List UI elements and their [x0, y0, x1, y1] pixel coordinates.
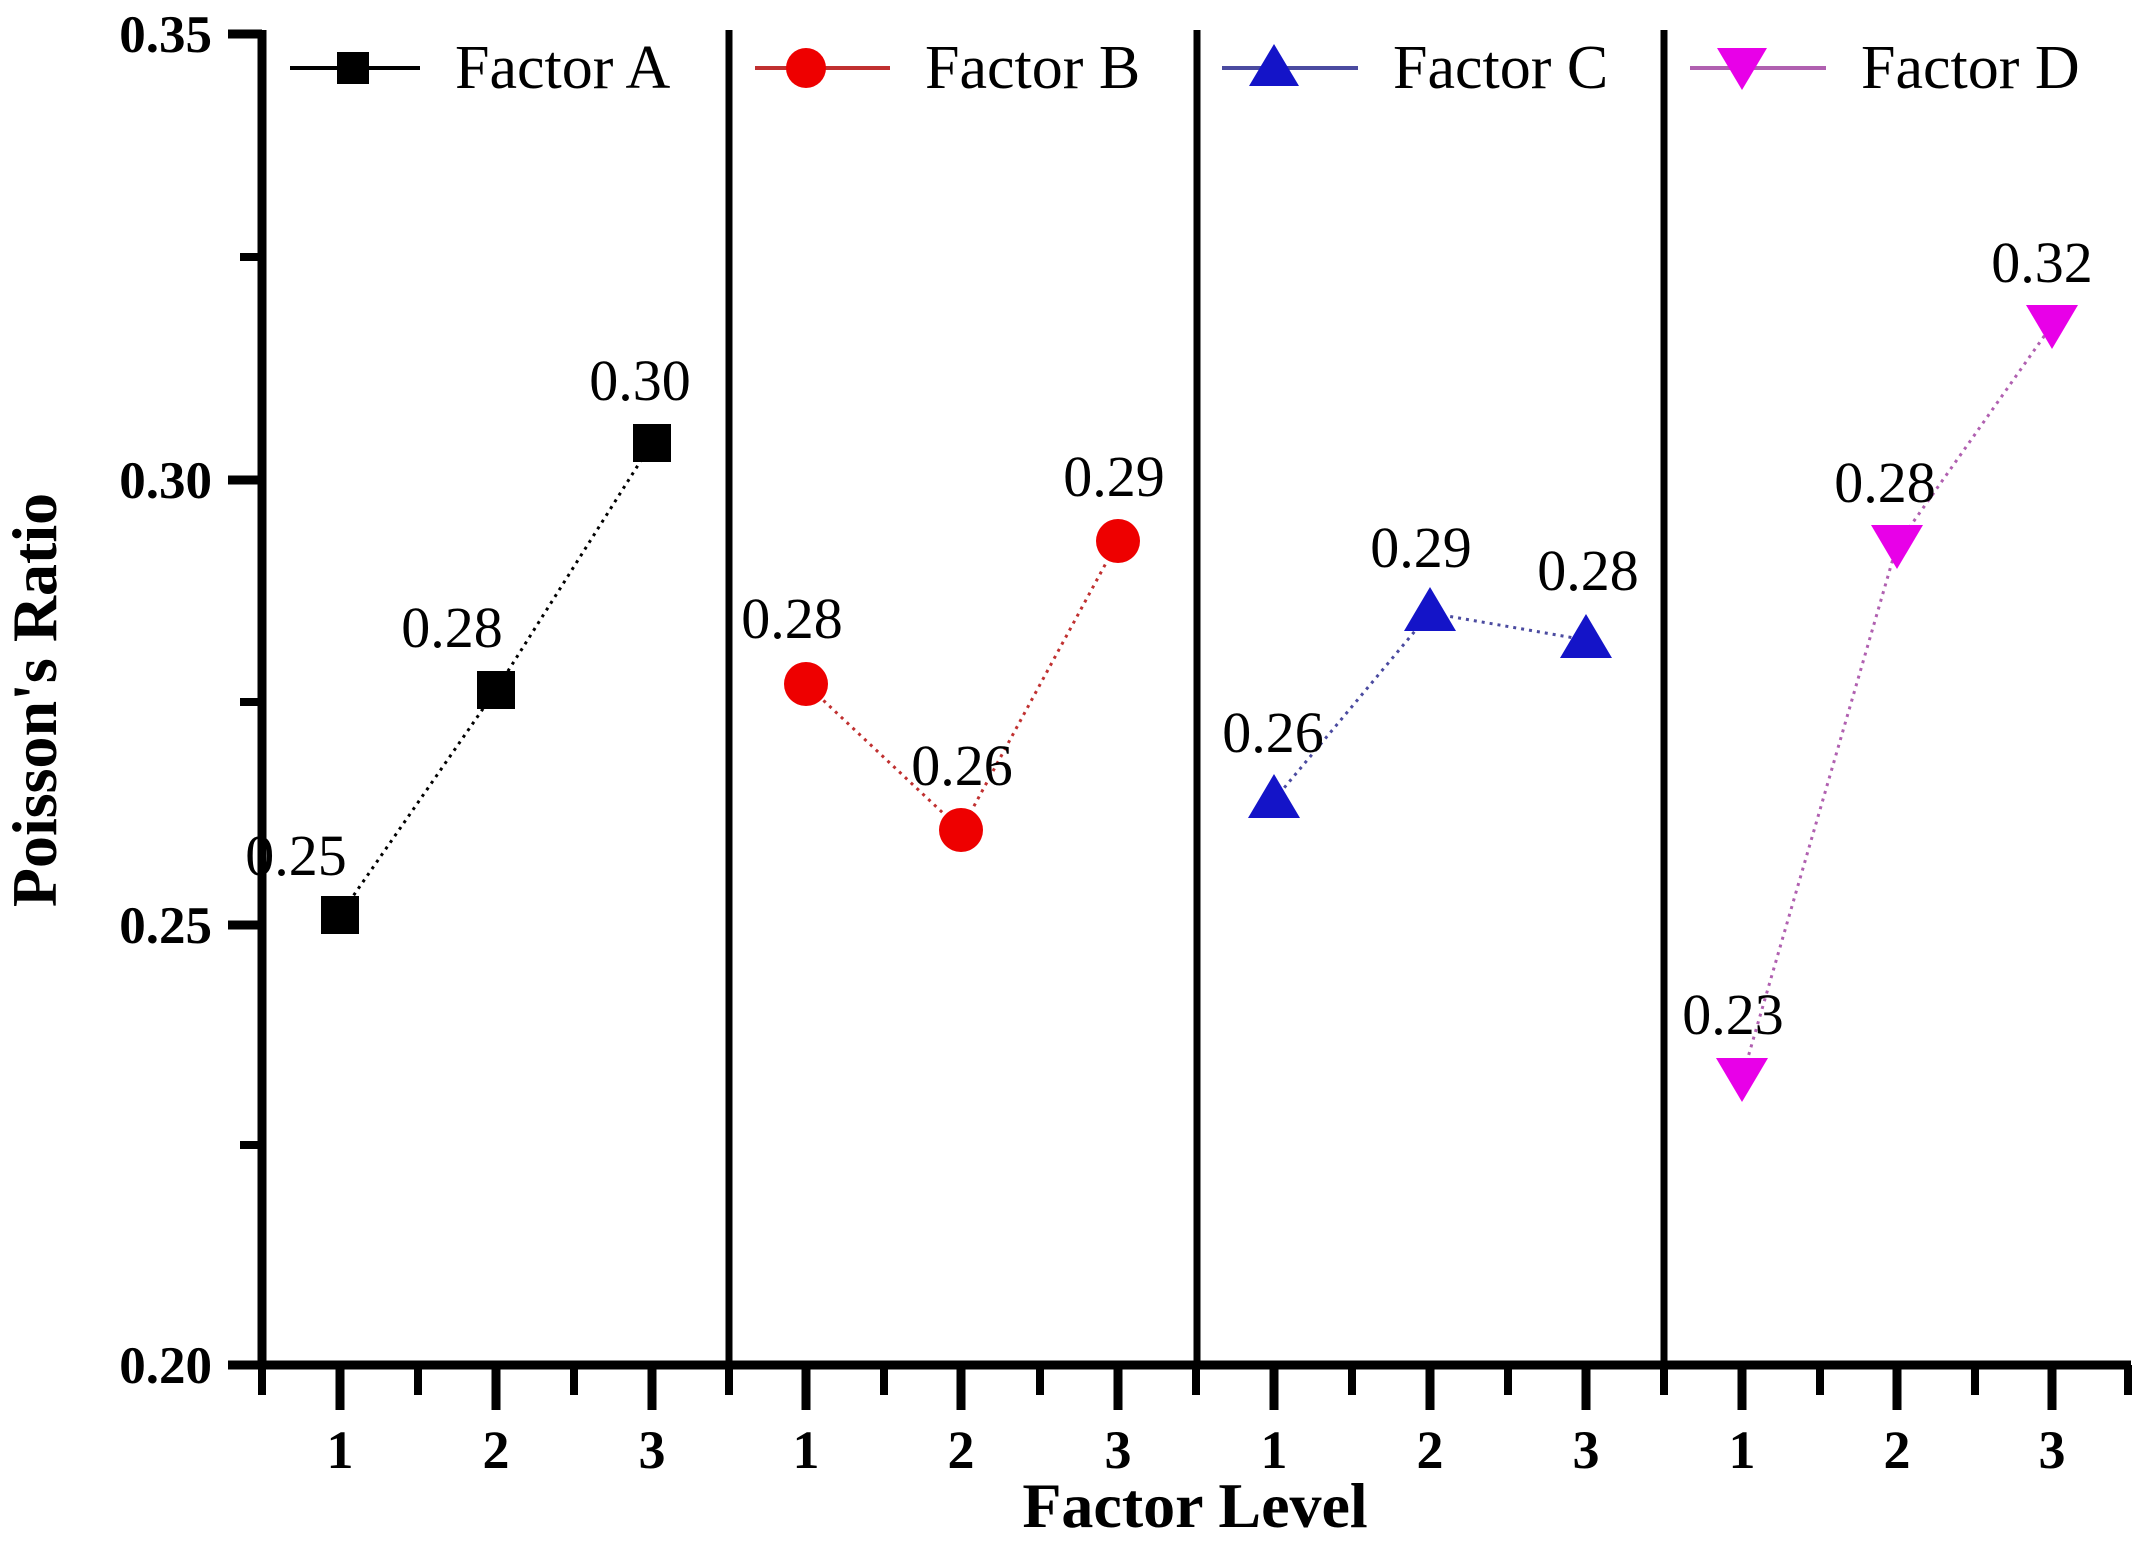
data-point-c2[interactable]: [1404, 587, 1456, 631]
x-tick-label: 3: [1573, 1420, 1600, 1480]
data-label-a2: 0.28: [401, 595, 503, 660]
data-point-b2[interactable]: [939, 808, 983, 852]
series-factor-b: 0.28 0.26 0.29: [741, 444, 1165, 852]
y-tick-label: 0.20: [119, 1337, 212, 1395]
x-tick-label: 1: [1729, 1420, 1756, 1480]
y-tick-label: 0.30: [119, 452, 212, 510]
series-line-factor-d: [1740, 324, 2054, 1079]
series-factor-a: 0.25 0.28 0.30: [245, 348, 691, 934]
series-line-factor-b: [804, 540, 1120, 833]
data-label-b2: 0.26: [911, 733, 1013, 798]
data-point-c3[interactable]: [1560, 614, 1612, 658]
legend-label-factor-d: Factor D: [1861, 34, 2080, 102]
data-label-d3: 0.32: [1991, 230, 2093, 295]
legend-entry-factor-b[interactable]: Factor B: [755, 34, 1140, 102]
legend-entry-factor-c[interactable]: Factor C: [1222, 34, 1608, 102]
x-minor-ticks: [258, 1365, 2132, 1395]
legend-label-factor-c: Factor C: [1393, 34, 1608, 102]
data-label-d1: 0.23: [1682, 982, 1784, 1047]
data-point-a1[interactable]: [321, 896, 359, 934]
data-label-d2: 0.28: [1834, 450, 1936, 515]
y-minor-ticks: [240, 253, 262, 1149]
data-label-a1: 0.25: [245, 823, 347, 888]
x-tick-label: 1: [327, 1420, 354, 1480]
legend-label-factor-b: Factor B: [925, 34, 1140, 102]
legend-entry-factor-d[interactable]: Factor D: [1690, 34, 2080, 102]
data-label-a3: 0.30: [589, 348, 691, 413]
y-tick-label: 0.35: [119, 6, 212, 64]
data-point-a2[interactable]: [477, 671, 515, 709]
x-tick-label: 2: [1884, 1420, 1911, 1480]
triangle-down-marker-icon: [1717, 48, 1767, 90]
x-tick-label: 2: [948, 1420, 975, 1480]
x-tick-label: 3: [639, 1420, 666, 1480]
y-major-ticks: [228, 29, 262, 1370]
data-point-b1[interactable]: [784, 662, 828, 706]
x-major-ticks: [335, 1365, 2057, 1410]
data-point-d2[interactable]: [1871, 525, 1923, 569]
series-factor-c: 0.26 0.29 0.28: [1222, 515, 1639, 818]
data-point-a3[interactable]: [633, 424, 671, 462]
x-tick-labels: 1 2 3 1 2 3 1 2 3 1 2 3: [327, 1420, 2066, 1480]
x-tick-label: 1: [1261, 1420, 1288, 1480]
series-line-factor-c: [1272, 611, 1587, 801]
data-point-d1[interactable]: [1716, 1058, 1768, 1102]
y-tick-label: 0.25: [119, 897, 212, 955]
data-label-b3: 0.29: [1063, 444, 1165, 509]
x-axis-title: Factor Level: [1022, 1470, 1367, 1541]
x-tick-label: 2: [483, 1420, 510, 1480]
x-tick-label: 2: [1417, 1420, 1444, 1480]
data-label-c3: 0.28: [1537, 538, 1639, 603]
data-point-d3[interactable]: [2026, 305, 2078, 349]
data-point-c1[interactable]: [1248, 774, 1300, 818]
x-tick-label: 3: [1105, 1420, 1132, 1480]
data-label-c2: 0.29: [1370, 515, 1472, 580]
triangle-up-marker-icon: [1249, 44, 1299, 86]
panel-dividers: [725, 30, 1668, 1362]
y-tick-labels: 0.35 0.30 0.25 0.20: [119, 6, 212, 1395]
x-tick-label: 3: [2039, 1420, 2066, 1480]
circle-marker-icon: [786, 48, 826, 88]
x-tick-label: 1: [793, 1420, 820, 1480]
legend-entry-factor-a[interactable]: Factor A: [290, 34, 670, 102]
series-factor-d: 0.23 0.28 0.32: [1682, 230, 2093, 1102]
y-axis-title: Poisson's Ratio: [0, 493, 70, 907]
legend-label-factor-a: Factor A: [455, 34, 670, 102]
square-marker-icon: [337, 52, 369, 84]
data-point-b3[interactable]: [1096, 519, 1140, 563]
data-label-c1: 0.26: [1222, 700, 1324, 765]
data-label-b1: 0.28: [741, 586, 843, 651]
